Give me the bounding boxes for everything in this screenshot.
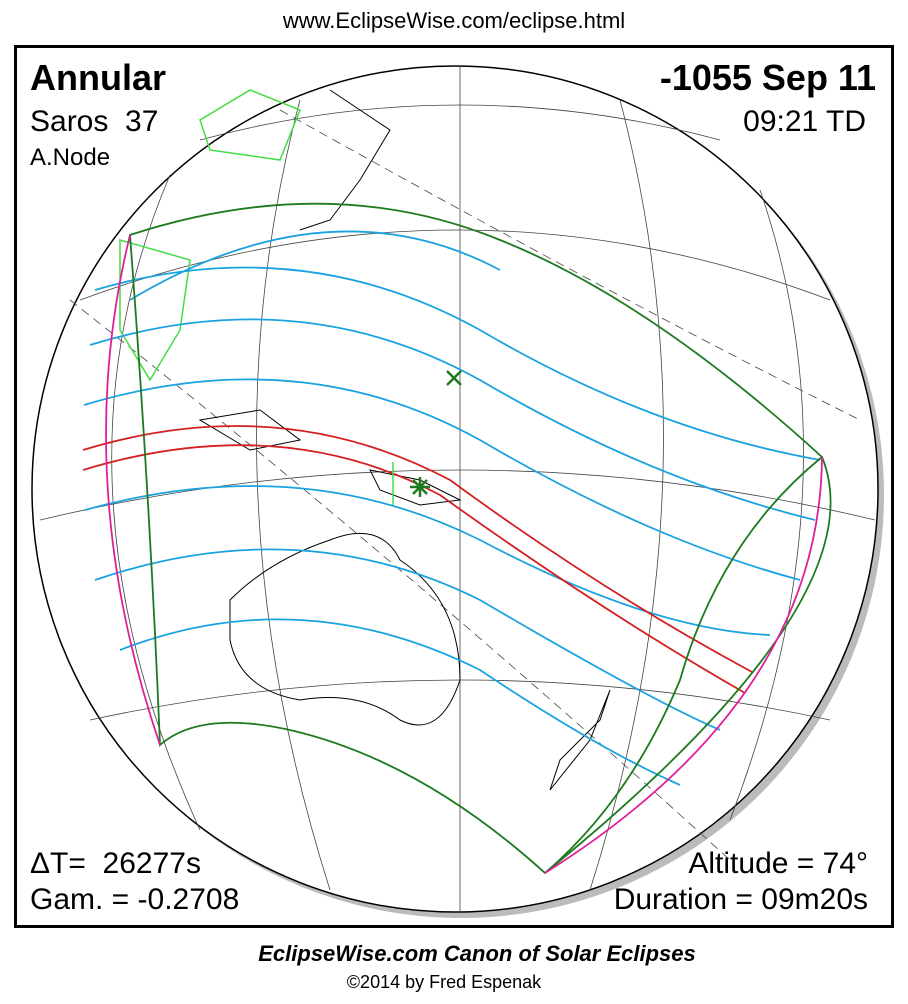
meridian xyxy=(589,99,664,891)
contour xyxy=(84,485,771,636)
delta-t: ΔT= 26277s xyxy=(30,847,201,880)
saros: Saros 37 xyxy=(30,105,158,138)
meridian xyxy=(729,189,804,821)
terminator xyxy=(279,109,861,421)
australia xyxy=(229,532,461,726)
parallel xyxy=(79,229,831,301)
new-guinea xyxy=(369,469,462,506)
central-limit xyxy=(82,425,753,673)
meridian xyxy=(111,174,201,831)
rise-set-limit xyxy=(105,234,161,746)
globe-disk xyxy=(31,65,879,913)
central-limit xyxy=(82,444,746,694)
gamma: Gam. = -0.2708 xyxy=(30,883,239,916)
contour xyxy=(119,618,681,786)
indochina xyxy=(119,239,191,382)
sub-solar-point xyxy=(446,370,462,386)
borneo xyxy=(198,409,302,451)
globe xyxy=(31,65,884,918)
greatest-eclipse xyxy=(410,477,430,497)
coastlines xyxy=(119,89,611,791)
footer-title: EclipseWise.com Canon of Solar Eclipses xyxy=(258,941,696,966)
duration: Duration = 09m20s xyxy=(614,883,868,916)
terminator xyxy=(69,299,731,861)
contour xyxy=(89,318,816,521)
penumbra-limit xyxy=(129,202,832,875)
eclipse-type: Annular xyxy=(30,57,166,98)
contour xyxy=(94,266,821,461)
parallel xyxy=(39,469,876,521)
copyright: ©2014 by Fred Espenak xyxy=(347,972,542,992)
eclipse-time: 09:21 TD xyxy=(743,105,866,138)
china xyxy=(199,89,301,161)
contour xyxy=(83,378,801,581)
contour xyxy=(129,230,501,301)
contour xyxy=(94,548,721,731)
new-zealand xyxy=(549,689,611,791)
altitude: Altitude = 74° xyxy=(688,847,868,880)
meridian xyxy=(256,99,331,891)
eclipse-path xyxy=(82,202,832,875)
parallel xyxy=(199,104,721,141)
node: A.Node xyxy=(30,144,110,171)
asia-coast xyxy=(299,89,391,231)
rise-set-limit xyxy=(544,456,823,874)
eclipse-date: -1055 Sep 11 xyxy=(660,57,876,98)
url: www.EclipseWise.com/eclipse.html xyxy=(282,8,625,33)
penumbra-limit xyxy=(544,456,823,874)
